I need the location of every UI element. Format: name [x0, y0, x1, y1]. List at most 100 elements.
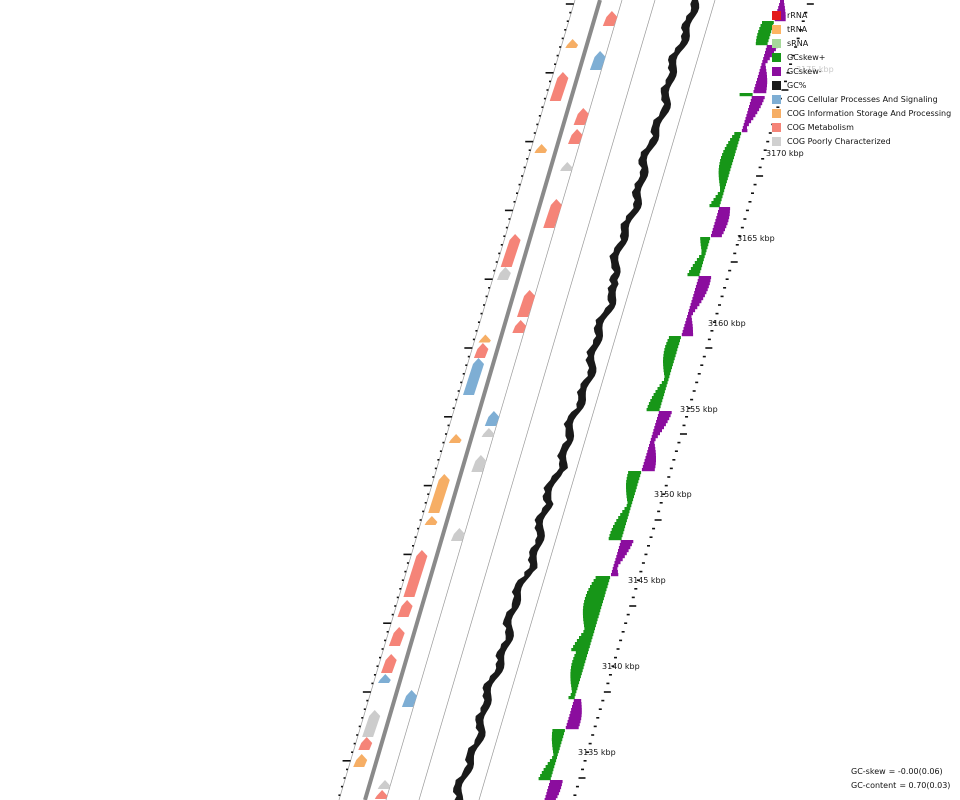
gc-skew-bar	[645, 456, 656, 460]
gc-skew-bar	[548, 786, 562, 790]
gc-skew-bar	[666, 342, 680, 346]
gc-skew-bar	[616, 555, 625, 559]
gc-skew-bar	[571, 666, 584, 670]
gc-skew-bar	[730, 138, 740, 142]
gc-skew-bar	[583, 606, 602, 610]
cog-feature-arrow	[517, 290, 536, 317]
gc-skew-bar	[570, 693, 576, 697]
gc-skew-bar	[652, 432, 660, 436]
gc-skew-bar	[661, 381, 668, 385]
gc-skew-bar	[716, 216, 730, 220]
gc-skew-bar	[545, 795, 558, 799]
legend-label-trna: tRNA	[787, 24, 808, 34]
gc-skew-bar	[566, 723, 580, 727]
gc-skew-bar	[694, 291, 707, 295]
gc-skew-bar	[573, 657, 587, 661]
gc-skew-bar	[567, 720, 581, 724]
gc-skew-bar	[581, 633, 594, 637]
gc-skew-bar	[608, 537, 622, 541]
cog-feature-arrow	[481, 428, 495, 437]
gc-skew-bar	[718, 174, 729, 178]
gc-skew-bar	[570, 681, 580, 685]
gc-skew-bar	[595, 576, 611, 580]
gc-skew-bar	[549, 759, 557, 763]
cog-feature-arrow	[388, 627, 405, 646]
gc-skew-bar	[760, 24, 773, 28]
gc-content-label: GC-content	[851, 781, 897, 790]
swatch-rrna	[772, 10, 781, 20]
gc-skew-bar	[545, 765, 555, 769]
gc-skew-bar	[612, 567, 618, 571]
swatch-gcskew-pos	[772, 52, 781, 62]
gc-skew-bar	[763, 57, 770, 61]
gc-skew-bar	[626, 477, 640, 481]
gc-skew-bar	[720, 186, 726, 190]
gc-skew-bar	[721, 156, 734, 160]
gc-skew-bar	[696, 282, 710, 286]
cog-feature-arrow	[500, 234, 521, 267]
gc-skew-bar	[613, 525, 626, 529]
gc-skew-bar	[552, 756, 557, 760]
gc-skew-bar	[765, 51, 774, 55]
gc-skew-bar	[774, 18, 786, 22]
gc-skew-bar	[570, 711, 582, 715]
scale-label-3170: 3170 kbp	[766, 149, 804, 158]
cog-feature-arrow	[534, 144, 548, 153]
gc-skew-bar	[551, 735, 564, 739]
gc-skew-bar	[618, 546, 631, 550]
gc-skew-bar	[762, 21, 774, 25]
gc-skew-bar	[627, 498, 634, 502]
swatch-trna	[772, 24, 781, 34]
gc-skew-bar	[711, 201, 721, 205]
legend: rRNA tRNA sRNA GCskew+ GCskew- GC% COG C…	[772, 8, 951, 148]
cog-feature-track	[353, 11, 618, 799]
gc-skew-bar	[687, 315, 692, 319]
gc-skew-bar	[715, 195, 723, 199]
swatch-gc	[772, 80, 781, 90]
gc-skew-bar	[719, 183, 726, 187]
gc-skew-bar	[657, 387, 666, 391]
gc-skew-bar	[709, 204, 720, 208]
gc-skew-bar	[756, 39, 769, 43]
gc-skew-bar	[681, 333, 694, 337]
gc-skew-bar	[571, 663, 585, 667]
gc-skew-bar	[573, 699, 582, 703]
legend-item-srna: sRNA	[772, 36, 951, 50]
gc-skew-bar	[614, 561, 621, 565]
gc-skew-bar	[643, 462, 656, 466]
gc-skew-bar	[587, 591, 606, 595]
gc-content-stat: GC-content = 0.70(0.03)	[851, 779, 953, 793]
gc-skew-bar	[616, 519, 627, 523]
gc-skew-bar	[719, 180, 727, 184]
gc-skew-bar	[724, 147, 737, 151]
gc-skew-bar	[653, 393, 665, 397]
gc-skew-bar	[689, 306, 698, 310]
scale-label-3175-faded: 3175 kbp	[796, 65, 834, 74]
gc-skew-bar	[627, 501, 633, 505]
gc-skew-bar	[717, 213, 730, 217]
gc-skew-bar	[764, 54, 772, 58]
gc-skew-bar	[611, 570, 618, 574]
gc-skew-bar	[642, 465, 656, 469]
gc-skew-bar	[759, 69, 767, 73]
scale-label-3135: 3135 kbp	[578, 748, 616, 757]
cog-feature-arrow	[602, 11, 618, 26]
swatch-gcskew-neg	[772, 66, 781, 76]
gc-skew-bar	[701, 249, 707, 253]
cog-feature-arrow	[381, 654, 397, 673]
gc-skew-bar	[664, 375, 670, 379]
gc-skew-bar	[663, 357, 675, 361]
cog-feature-arrow	[397, 600, 413, 617]
gc-skew-bar	[619, 543, 632, 547]
gc-skew-bar	[584, 624, 596, 628]
gc-skew-bar	[649, 441, 655, 445]
gc-skew-bar	[574, 642, 591, 646]
cog-feature-arrow	[543, 199, 562, 228]
swatch-srna	[772, 38, 781, 48]
gc-skew-bar	[583, 621, 597, 625]
gc-skew-bar	[543, 768, 554, 772]
gc-skew-bar	[584, 597, 604, 601]
gc-skew-bar	[690, 267, 702, 271]
gc-skew-bar	[761, 63, 766, 67]
gc-skew-bar	[723, 150, 736, 154]
